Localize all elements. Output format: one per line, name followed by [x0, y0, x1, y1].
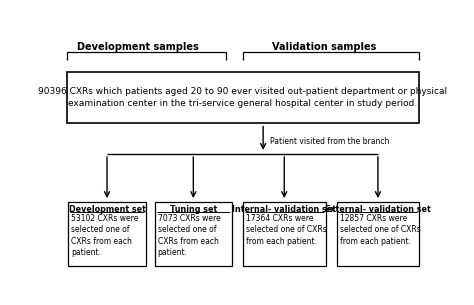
Text: 7073 CXRs were
selected one of
CXRs from each
patient.: 7073 CXRs were selected one of CXRs from… [158, 214, 220, 257]
Text: Internal- validation set: Internal- validation set [232, 205, 336, 213]
Text: Development samples: Development samples [77, 42, 199, 52]
Text: 53102 CXRs were
selected one of
CXRs from each
patient.: 53102 CXRs were selected one of CXRs fro… [72, 214, 139, 257]
Text: 17364 CXRs were
selected one of CXRs
from each patient.: 17364 CXRs were selected one of CXRs fro… [246, 214, 327, 246]
Text: Patient visited from the branch: Patient visited from the branch [271, 137, 390, 145]
Text: 90396 CXRs which patients aged 20 to 90 ever visited out-patient department or p: 90396 CXRs which patients aged 20 to 90 … [38, 87, 447, 108]
FancyBboxPatch shape [68, 202, 146, 266]
Text: Development set: Development set [69, 205, 146, 213]
FancyBboxPatch shape [243, 202, 326, 266]
Text: External- validation set: External- validation set [325, 205, 431, 213]
Text: Tuning set: Tuning set [170, 205, 217, 213]
Text: Validation samples: Validation samples [272, 42, 376, 52]
FancyBboxPatch shape [337, 202, 419, 266]
Text: 12857 CXRs were
selected one of CXRs
from each patient.: 12857 CXRs were selected one of CXRs fro… [339, 214, 420, 246]
FancyBboxPatch shape [155, 202, 232, 266]
FancyBboxPatch shape [66, 72, 419, 124]
